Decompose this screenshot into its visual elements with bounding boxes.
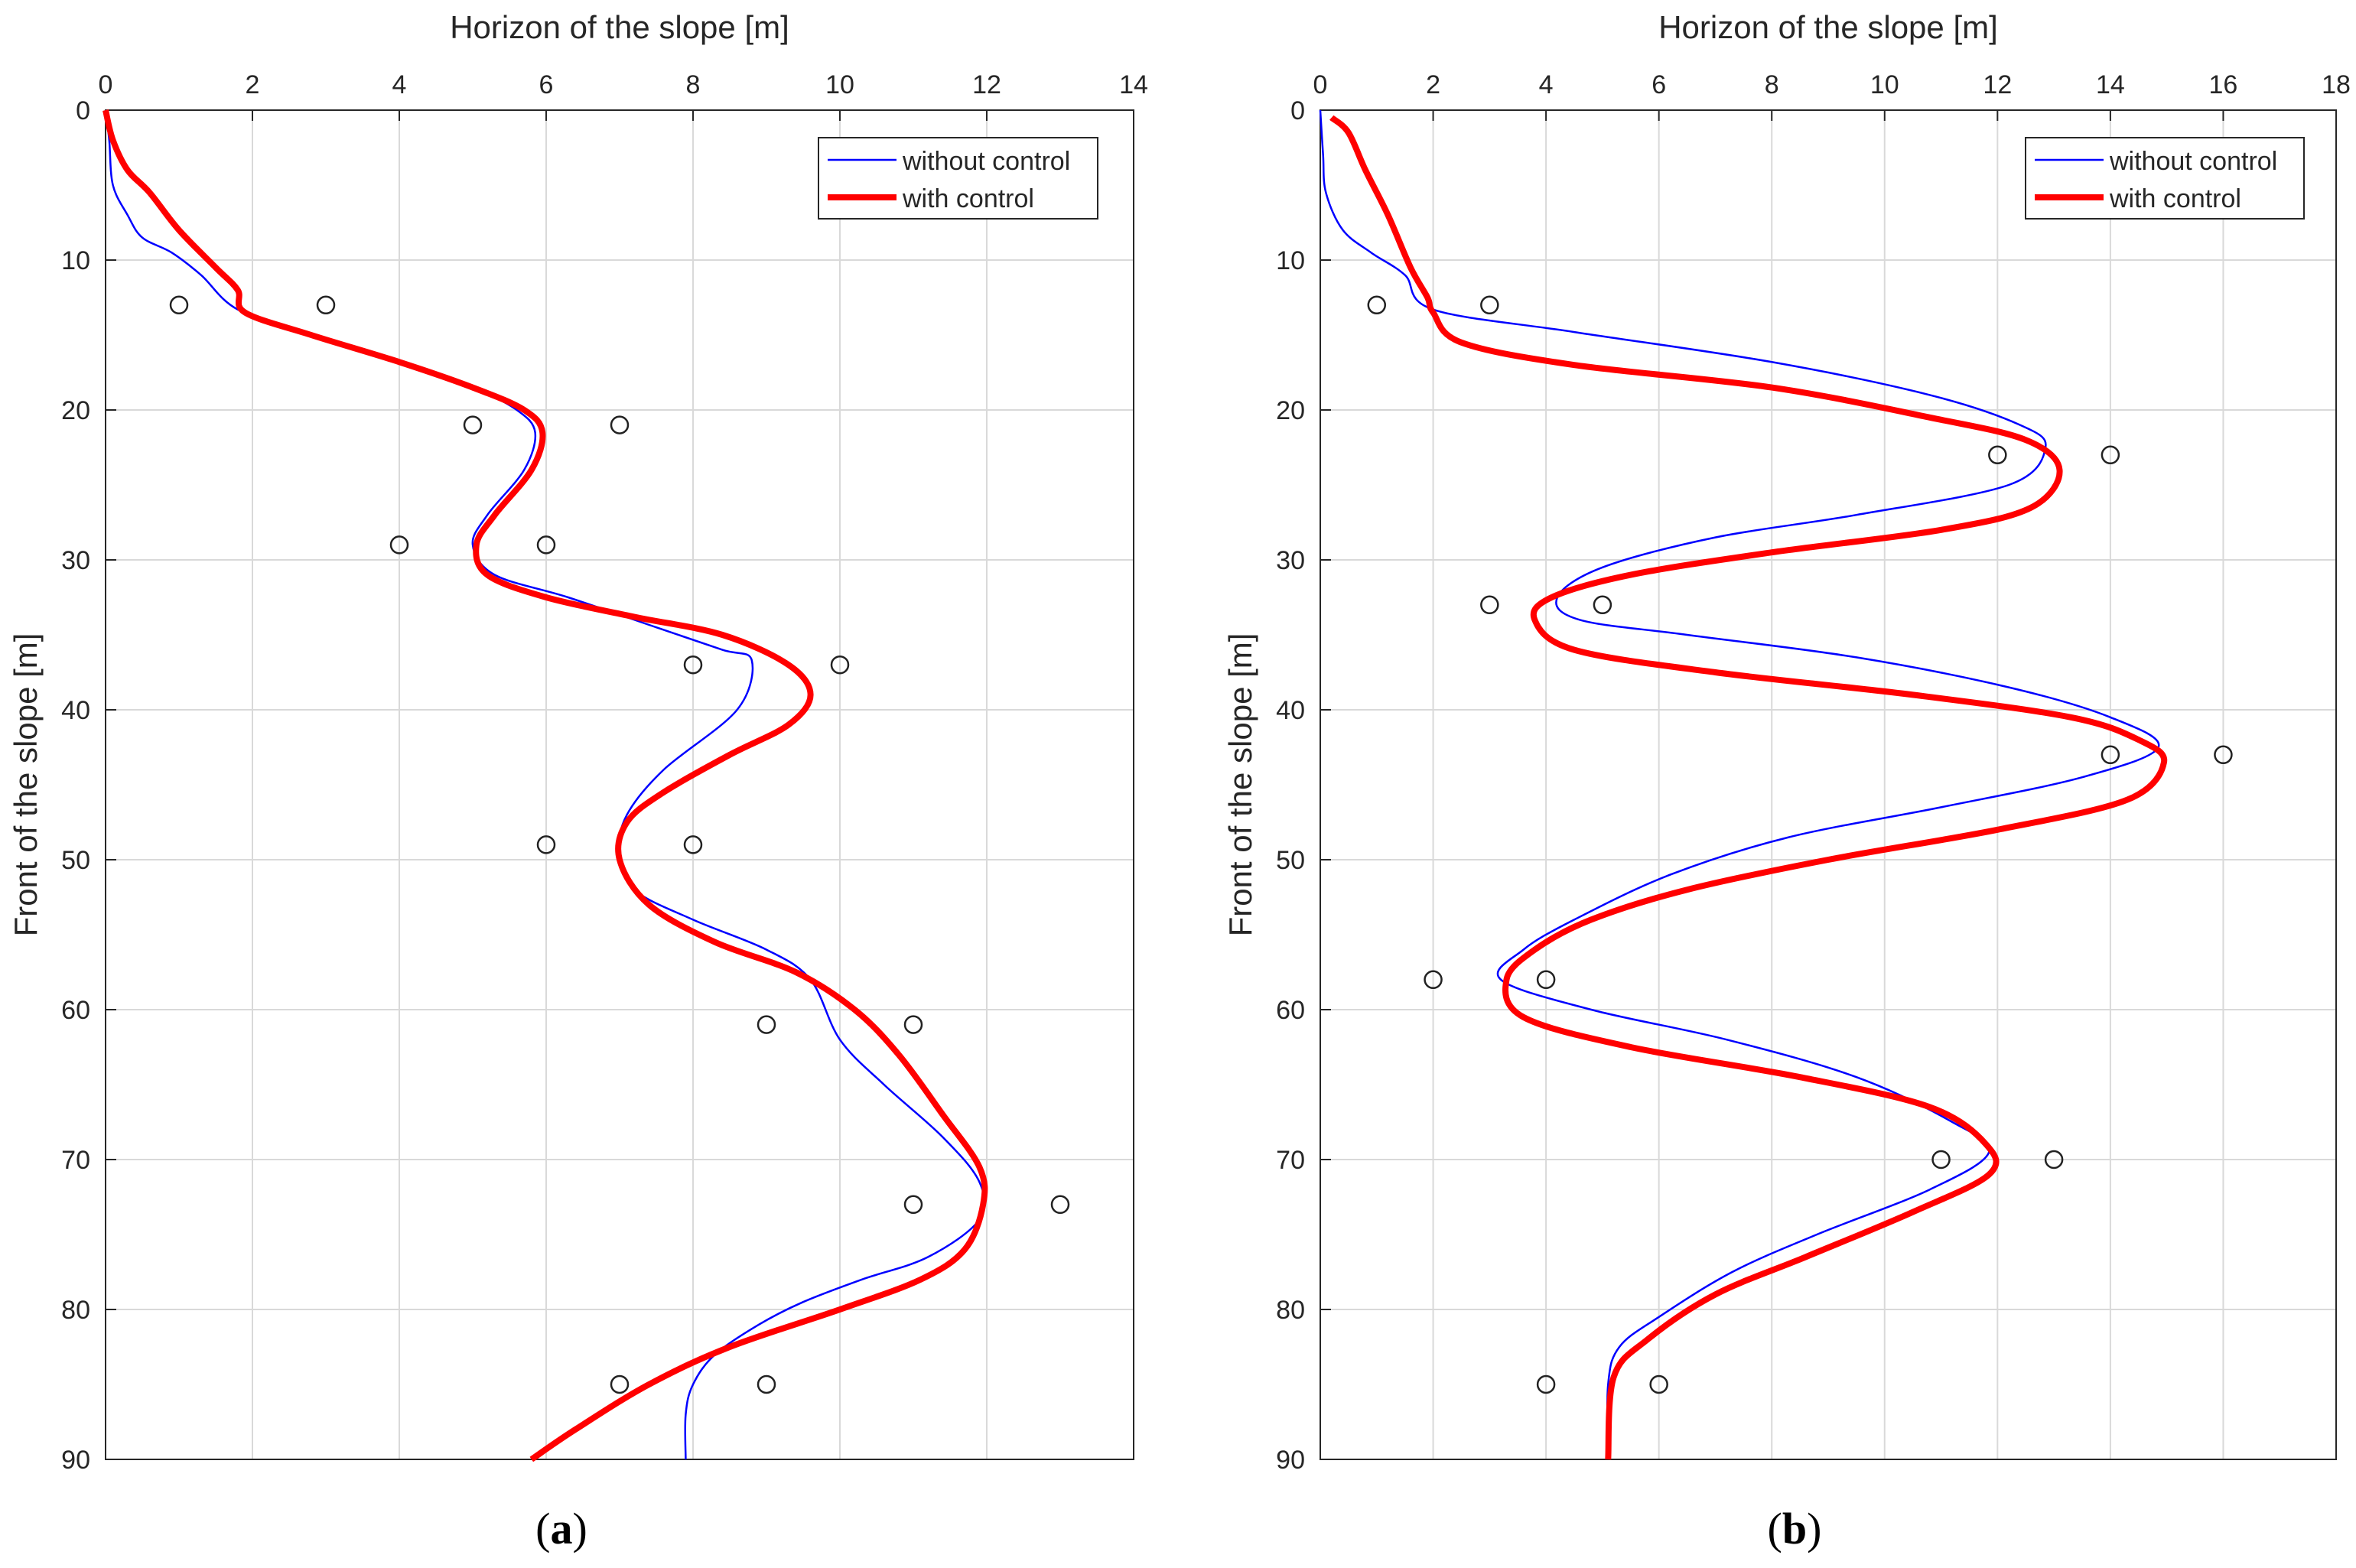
y-tick-label: 20 — [61, 396, 90, 425]
scatter-point — [903, 1195, 923, 1215]
x-tick-label: 2 — [1426, 70, 1440, 99]
y-tick-label: 10 — [61, 246, 90, 275]
legend-label-with-control-b: with control — [2109, 184, 2241, 213]
x-tick-label: 12 — [972, 70, 1001, 99]
scatter-point — [169, 295, 189, 315]
x-tick-label: 4 — [392, 70, 407, 99]
y-axis-title-b: Front of the slope [m] — [1222, 633, 1258, 937]
subfigure-label-b: (b) — [1768, 1504, 1822, 1553]
scatter-point — [757, 1374, 776, 1394]
scatter-point — [610, 415, 630, 434]
y-tick-label: 60 — [61, 996, 90, 1025]
x-tick-label: 14 — [2096, 70, 2125, 99]
legend-label-without-control-a: without control — [902, 147, 1070, 176]
x-axis-title-b: Horizon of the slope [m] — [1658, 9, 1998, 45]
y-tick-label: 40 — [1276, 696, 1305, 725]
scatter-point — [1931, 1150, 1951, 1169]
legend-box-a — [818, 137, 1098, 220]
y-tick-label: 80 — [61, 1296, 90, 1325]
scatter-point — [536, 535, 556, 555]
scatter-point — [1480, 295, 1499, 315]
scatter-point — [830, 655, 850, 675]
series-group-b — [1319, 109, 2168, 1460]
scatter-point — [1424, 970, 1443, 990]
scatter-group-b — [1367, 295, 2233, 1394]
x-tick-label: 12 — [1983, 70, 2012, 99]
legend-label-without-control-b: without control — [2109, 147, 2277, 176]
y-tick-label: 0 — [76, 96, 90, 125]
series-line-with-control — [103, 109, 988, 1462]
y-tick-label: 0 — [1290, 96, 1305, 125]
series-group-a — [103, 109, 988, 1462]
scatter-point — [1050, 1195, 1070, 1215]
scatter-point — [2101, 445, 2120, 465]
x-tick-label: 2 — [246, 70, 260, 99]
axes-frame-b — [1320, 109, 2337, 1460]
scatter-point — [2101, 745, 2120, 765]
y-tick-label: 70 — [1276, 1146, 1305, 1175]
legend-b: without control with control — [2025, 137, 2305, 220]
scatter-point — [757, 1015, 776, 1034]
subfigure-label-a: (a) — [535, 1504, 587, 1553]
x-tick-label: 10 — [825, 70, 854, 99]
x-axis-title-a: Horizon of the slope [m] — [450, 9, 789, 45]
y-tick-label: 30 — [1276, 546, 1305, 575]
scatter-point — [536, 835, 556, 854]
scatter-point — [1536, 970, 1556, 990]
y-tick-label: 50 — [61, 846, 90, 875]
plot-area-a — [106, 110, 1134, 1459]
y-tick-label: 20 — [1276, 396, 1305, 425]
series-line-with-control — [1329, 115, 2168, 1460]
axes-frame-a — [105, 109, 1134, 1460]
y-tick-label: 40 — [61, 696, 90, 725]
scatter-point — [610, 1374, 630, 1394]
scatter-point — [1367, 295, 1387, 315]
x-tick-label: 16 — [2209, 70, 2238, 99]
y-tick-label: 90 — [1276, 1446, 1305, 1475]
scatter-point — [683, 835, 703, 854]
scatter-point — [1988, 445, 2007, 465]
scatter-point — [683, 655, 703, 675]
x-tick-label: 6 — [1651, 70, 1666, 99]
y-axis-title-a: Front of the slope [m] — [8, 633, 44, 937]
scatter-point — [389, 535, 409, 555]
ticks-a: 0 2 4 6 8 10 12 14 0 10 20 30 40 50 60 70 80 90 — [61, 70, 1148, 1475]
x-tick-label: 0 — [1313, 70, 1328, 99]
x-tick-label: 14 — [1119, 70, 1148, 99]
plot-area-b — [1320, 110, 2336, 1459]
legend-box-b — [2025, 137, 2305, 220]
scatter-point — [463, 415, 483, 434]
scatter-group-a — [169, 295, 1070, 1394]
ticks-b: 0 2 4 6 8 10 12 14 16 18 0 10 20 30 40 50 60 70 80 90 — [1276, 70, 2351, 1475]
x-tick-label: 0 — [99, 70, 113, 99]
panel-b: 0 2 4 6 8 10 12 14 16 18 0 10 20 30 40 50 60 70 80 90 Horiz… — [1222, 9, 2351, 1553]
y-tick-label: 50 — [1276, 846, 1305, 875]
x-tick-label: 18 — [2322, 70, 2351, 99]
x-tick-label: 8 — [1765, 70, 1779, 99]
scatter-point — [903, 1015, 923, 1034]
x-tick-label: 4 — [1539, 70, 1554, 99]
y-tick-label: 70 — [61, 1146, 90, 1175]
legend-label-with-control-a: with control — [902, 184, 1034, 213]
panel-a: 0 2 4 6 8 10 12 14 0 10 20 30 40 50 60 70 80 90 Horizon o… — [8, 9, 1148, 1553]
scatter-point — [1536, 1374, 1556, 1394]
scatter-point — [1649, 1374, 1668, 1394]
y-tick-label: 30 — [61, 546, 90, 575]
y-tick-label: 90 — [61, 1446, 90, 1475]
y-tick-label: 80 — [1276, 1296, 1305, 1325]
x-tick-label: 8 — [686, 70, 701, 99]
x-tick-label: 6 — [539, 70, 554, 99]
scatter-point — [1480, 595, 1499, 615]
scatter-point — [2214, 745, 2233, 765]
scatter-point — [2044, 1150, 2064, 1169]
scatter-point — [316, 295, 336, 315]
y-tick-label: 10 — [1276, 246, 1305, 275]
y-tick-label: 60 — [1276, 996, 1305, 1025]
x-tick-label: 10 — [1870, 70, 1899, 99]
legend-a: without control with control — [818, 137, 1098, 220]
scatter-point — [1593, 595, 1612, 615]
